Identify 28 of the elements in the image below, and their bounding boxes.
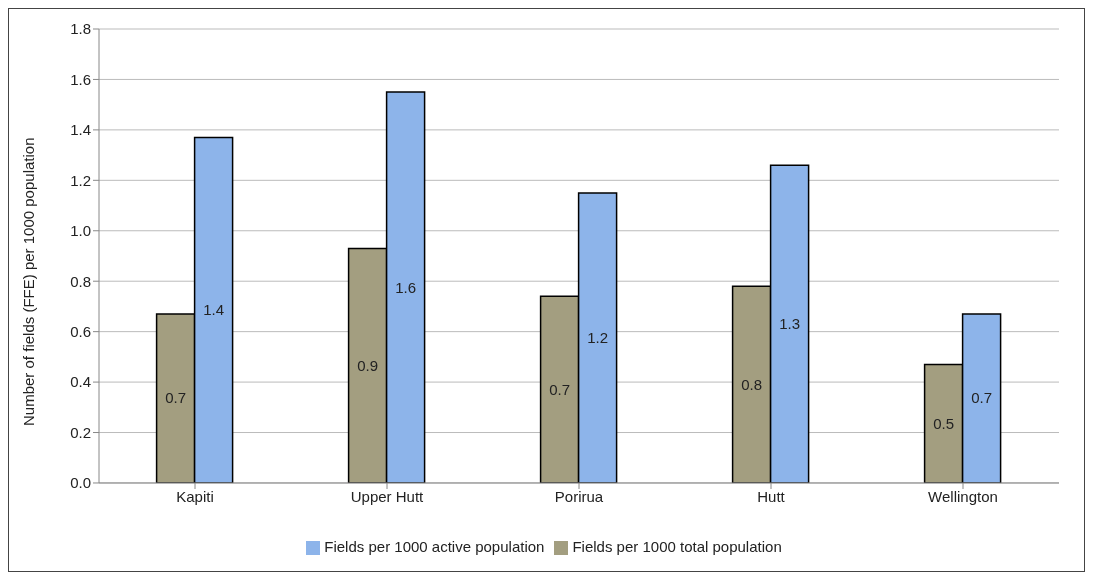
y-tick-label: 0.4 xyxy=(70,373,91,391)
x-tick-label: Porirua xyxy=(554,487,604,505)
data-label: 1.4 xyxy=(203,301,225,319)
y-tick-label: 1.8 xyxy=(70,20,91,38)
y-tick-label: 1.0 xyxy=(70,222,91,240)
y-tick-label: 0.0 xyxy=(70,474,91,492)
x-tick-label: Hutt xyxy=(757,487,786,505)
y-tick-label: 0.8 xyxy=(70,272,91,290)
data-label: 1.2 xyxy=(587,328,609,346)
y-tick-label: 1.2 xyxy=(70,171,91,189)
legend-label: Fields per 1000 total population xyxy=(572,537,782,555)
legend-label: Fields per 1000 active population xyxy=(324,537,545,555)
data-label: 0.7 xyxy=(165,389,187,407)
data-label: 1.3 xyxy=(779,315,801,333)
data-label: 0.7 xyxy=(971,389,993,407)
x-tick-label: Kapiti xyxy=(176,487,214,505)
y-tick-label: 0.6 xyxy=(70,322,91,340)
data-label: 0.7 xyxy=(549,380,571,398)
data-label: 0.5 xyxy=(933,414,955,432)
y-axis-title: Number of fields (FFE) per 1000 population xyxy=(20,137,38,426)
data-label: 0.9 xyxy=(357,356,379,374)
y-tick-label: 1.4 xyxy=(70,121,91,139)
y-tick-label: 1.6 xyxy=(70,70,91,88)
data-label: 0.8 xyxy=(741,375,763,393)
data-label: 1.6 xyxy=(395,278,417,296)
y-tick-label: 0.2 xyxy=(70,423,91,441)
x-tick-label: Upper Hutt xyxy=(350,487,425,505)
x-tick-label: Wellington xyxy=(928,487,998,505)
